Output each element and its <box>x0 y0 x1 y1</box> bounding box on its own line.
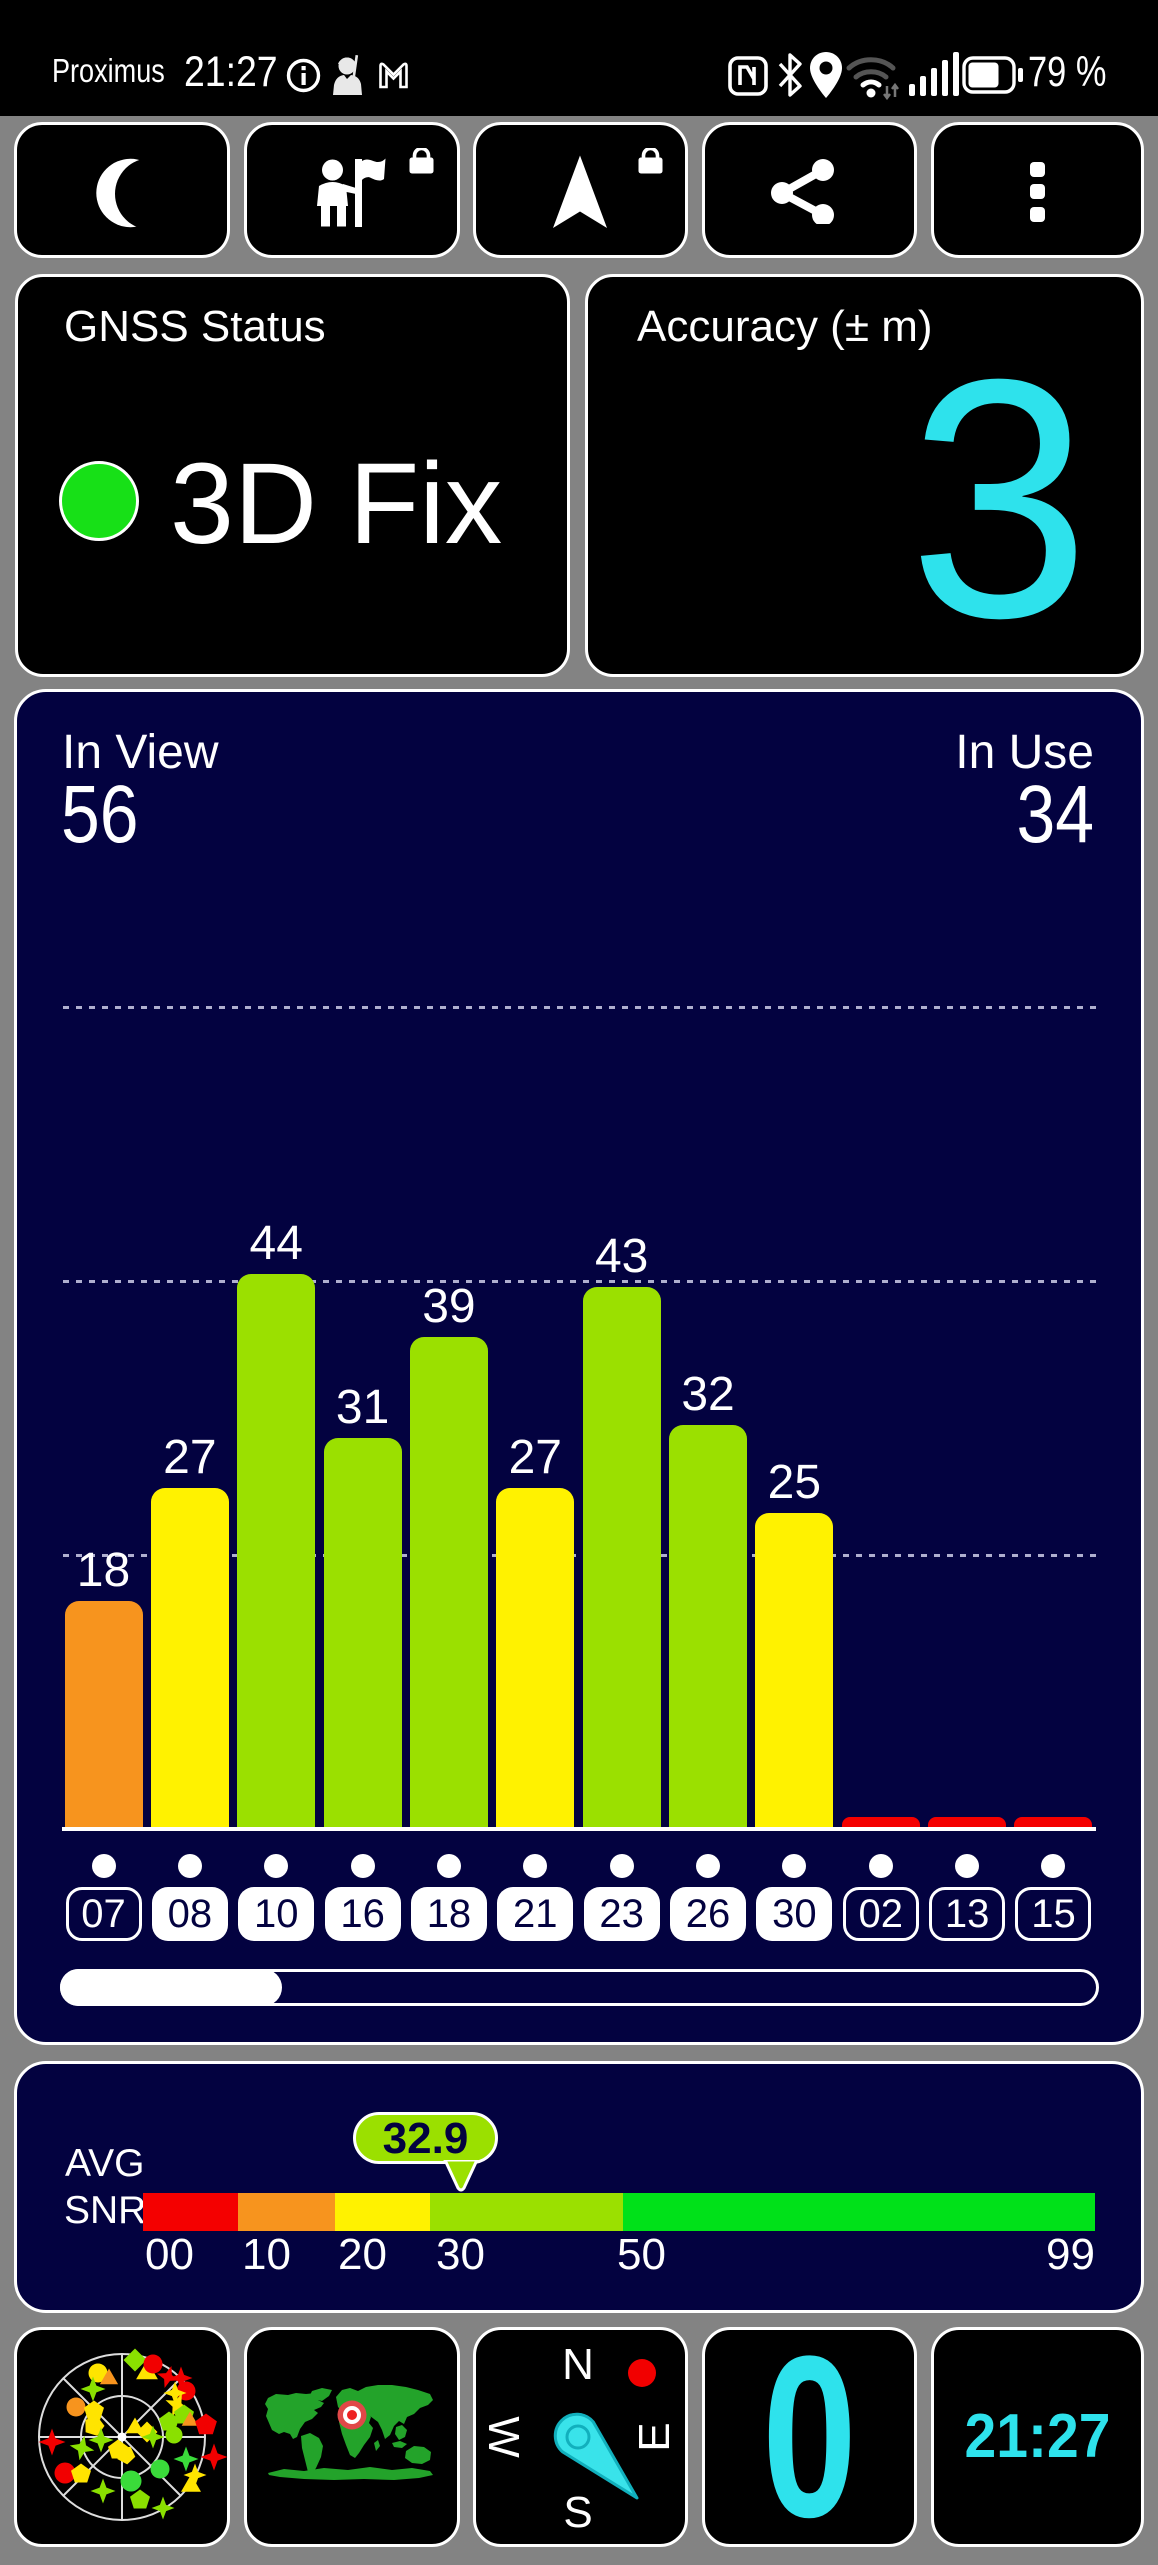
svg-text:W: W <box>479 2416 528 2458</box>
svg-text:N: N <box>562 2340 594 2389</box>
svg-text:E: E <box>630 2422 679 2451</box>
svg-text:S: S <box>563 2488 592 2537</box>
